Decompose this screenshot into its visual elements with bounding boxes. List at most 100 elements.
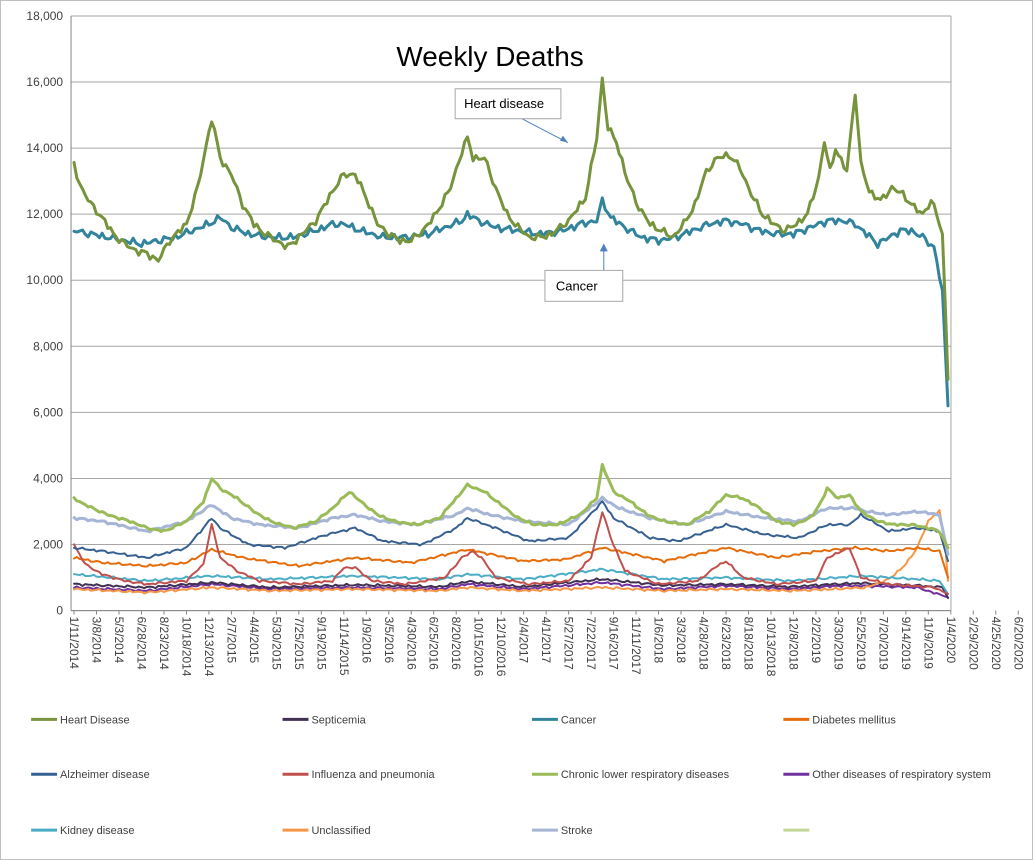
cancer-callout-box bbox=[544, 269, 624, 302]
cancer-callout-text: Cancer bbox=[556, 278, 598, 293]
legend-label: Heart Disease bbox=[60, 714, 130, 726]
x-tick-label: 9/14/2019 bbox=[899, 617, 913, 671]
y-tick-label: 16,000 bbox=[26, 75, 63, 89]
x-tick-label: 4/1/2017 bbox=[539, 617, 553, 664]
y-tick-label: 12,000 bbox=[26, 207, 63, 221]
legend-item-kidney-disease: Kidney disease bbox=[31, 825, 134, 837]
series-line-kidney-disease bbox=[73, 567, 949, 596]
x-tick-label: 8/23/2014 bbox=[157, 617, 171, 671]
x-tick-label: 8/20/2016 bbox=[449, 617, 463, 671]
series-line-other-diseases-of-respiratory-system bbox=[73, 580, 949, 599]
x-tick-label: 2/29/2020 bbox=[966, 617, 980, 671]
legend-item-unclassified: Unclassified bbox=[282, 825, 371, 837]
x-tick-label: 10/18/2014 bbox=[179, 617, 193, 677]
x-axis-tick-labels: 1/11/2014 3/8/2014 5/3/2014 6/28/2014 8/23/2… bbox=[67, 610, 1025, 677]
x-tick-label: 3/30/2019 bbox=[831, 617, 845, 671]
cancer-callout-arrowhead bbox=[599, 243, 608, 252]
heart-disease-callout-text: Heart disease bbox=[464, 96, 544, 111]
legend-label: Septicemia bbox=[311, 714, 366, 726]
x-tick-label: 12/10/2016 bbox=[494, 617, 508, 677]
y-tick-label: 6,000 bbox=[33, 405, 63, 419]
x-tick-label: 4/4/2015 bbox=[247, 617, 261, 664]
legend-item-heart-disease: Heart Disease bbox=[31, 714, 130, 726]
legend-item-chronic-lower-respiratory-diseases: Chronic lower respiratory diseases bbox=[531, 769, 730, 781]
heart-disease-callout-arrow bbox=[519, 117, 569, 144]
legend-label: Unclassified bbox=[311, 825, 370, 837]
legend-item-cancer: Cancer bbox=[531, 714, 597, 726]
x-tick-label: 12/13/2014 bbox=[202, 617, 216, 677]
x-tick-label: 7/20/2019 bbox=[876, 617, 890, 671]
y-tick-label: 4,000 bbox=[33, 471, 63, 485]
x-tick-label: 10/15/2016 bbox=[472, 617, 486, 677]
series-line-unclassified bbox=[73, 509, 949, 595]
heart-disease-callout-box bbox=[454, 88, 562, 120]
x-tick-label: 5/27/2017 bbox=[562, 617, 576, 671]
x-tick-label: 1/4/2020 bbox=[944, 617, 958, 664]
x-tick-label: 3/8/2014 bbox=[90, 617, 104, 664]
y-tick-label: 8,000 bbox=[33, 339, 63, 353]
y-tick-label: 0 bbox=[56, 604, 63, 618]
y-tick-label: 10,000 bbox=[26, 273, 63, 287]
legend-label: Chronic lower respiratory diseases bbox=[561, 769, 730, 781]
legend-item-alzheimer-disease: Alzheimer disease bbox=[31, 769, 150, 781]
legend-item-other-diseases-of-respiratory-system: Other diseases of respiratory system bbox=[783, 769, 991, 781]
x-tick-label: 6/20/2020 bbox=[1011, 617, 1025, 671]
x-tick-label: 12/8/2018 bbox=[786, 617, 800, 671]
legend-label: Cancer bbox=[561, 714, 597, 726]
y-tick-label: 2,000 bbox=[33, 538, 63, 552]
x-tick-label: 4/28/2018 bbox=[697, 617, 711, 671]
x-tick-label: 2/2/2019 bbox=[809, 617, 823, 664]
x-tick-label: 6/25/2016 bbox=[427, 617, 441, 671]
x-tick-label: 2/4/2017 bbox=[517, 617, 531, 664]
x-tick-label: 5/25/2019 bbox=[854, 617, 868, 671]
gridlines bbox=[71, 15, 951, 612]
heart-disease-callout-arrowhead bbox=[559, 135, 568, 143]
x-tick-label: 1/11/2014 bbox=[67, 617, 81, 670]
legend: Heart Disease Septicemia Cancer Diabetes me… bbox=[31, 714, 991, 837]
x-tick-label: 4/30/2016 bbox=[404, 617, 418, 671]
series-line-influenza-and-pneumonia bbox=[73, 511, 949, 596]
series-line-septicemia bbox=[73, 577, 949, 600]
series-line-diabetes-mellitus bbox=[73, 545, 949, 579]
x-tick-label: 8/18/2018 bbox=[741, 617, 755, 671]
series-line-alzheimer-disease bbox=[73, 500, 949, 562]
x-tick-label: 3/5/2016 bbox=[382, 617, 396, 664]
x-tick-label: 11/9/2019 bbox=[921, 617, 935, 670]
legend-item-stroke: Stroke bbox=[531, 825, 593, 837]
series-lines bbox=[72, 76, 950, 600]
legend-item-influenza-and-pneumonia: Influenza and pneumonia bbox=[282, 769, 436, 781]
series-line-cancer bbox=[72, 196, 950, 408]
series-line-chronic-lower-respiratory-diseases bbox=[72, 462, 950, 550]
x-tick-label: 10/13/2018 bbox=[764, 617, 778, 677]
legend-label: Other diseases of respiratory system bbox=[812, 769, 991, 781]
x-tick-label: 6/28/2014 bbox=[134, 617, 148, 671]
x-tick-label: 5/30/2015 bbox=[269, 617, 283, 671]
legend-item-septicemia: Septicemia bbox=[282, 714, 367, 726]
legend-label: Kidney disease bbox=[60, 825, 134, 837]
y-tick-label: 18,000 bbox=[26, 9, 63, 23]
x-tick-label: 11/11/2017 bbox=[629, 617, 643, 675]
legend-item-diabetes-mellitus: Diabetes mellitus bbox=[783, 714, 896, 726]
x-tick-label: 9/16/2017 bbox=[607, 617, 621, 671]
x-tick-label: 2/7/2015 bbox=[224, 617, 238, 664]
x-tick-label: 7/22/2017 bbox=[584, 617, 598, 671]
x-tick-label: 9/19/2015 bbox=[314, 617, 328, 671]
legend-label: Stroke bbox=[561, 825, 593, 837]
x-tick-label: 11/14/2015 bbox=[337, 617, 351, 676]
legend-label: Alzheimer disease bbox=[60, 769, 150, 781]
chart-title: Weekly Deaths bbox=[396, 41, 583, 72]
y-axis-tick-labels: 0 2,000 4,000 6,000 8,000 10,000 12,000 14,000 1… bbox=[26, 9, 63, 618]
x-tick-label: 4/25/2020 bbox=[989, 617, 1003, 671]
x-tick-label: 7/25/2015 bbox=[292, 617, 306, 671]
y-tick-label: 14,000 bbox=[26, 141, 63, 155]
x-tick-label: 6/23/2018 bbox=[719, 617, 733, 671]
x-tick-label: 1/6/2018 bbox=[652, 617, 666, 664]
legend-label: Influenza and pneumonia bbox=[311, 769, 435, 781]
series-line-heart-disease bbox=[72, 76, 950, 381]
x-tick-label: 5/3/2014 bbox=[112, 617, 126, 664]
annotations: Heart disease Cancer bbox=[454, 88, 624, 302]
legend-label: Diabetes mellitus bbox=[812, 714, 896, 726]
axes bbox=[70, 15, 952, 612]
